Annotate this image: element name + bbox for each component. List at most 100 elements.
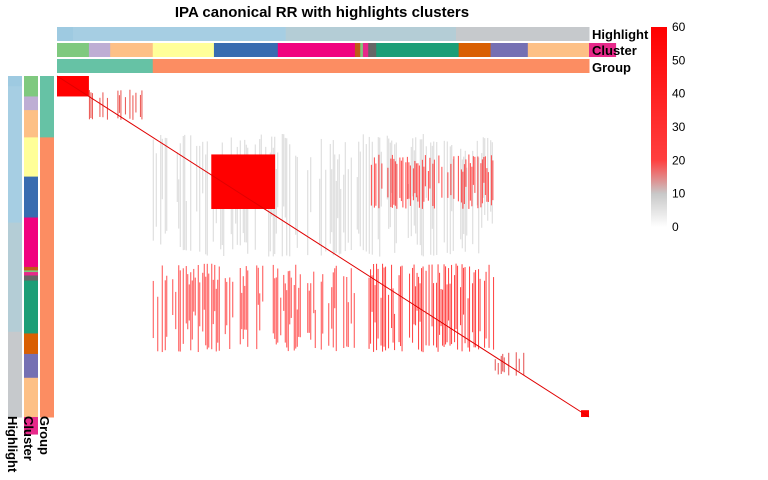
heatmap-cell-stripe [391, 154, 393, 208]
heatmap-cell-stripe [244, 285, 246, 330]
heatmap-cell-stripe [480, 163, 482, 208]
heatmap-cell-stripe [391, 140, 393, 193]
heatmap-cell-stripe [185, 266, 187, 324]
heatmap-cell-stripe [374, 285, 376, 323]
heatmap-cell-stripe [432, 163, 434, 206]
heatmap-cell-stripe [257, 267, 259, 305]
heatmap-cell-stripe [472, 156, 474, 185]
heatmap-cell-stripe [410, 146, 412, 237]
heatmap-cell-stripe [185, 201, 187, 251]
heatmap-cell-stripe [187, 274, 189, 330]
heatmap-cell-stripe [412, 168, 414, 201]
heatmap-cell-stripe [380, 151, 382, 207]
row-annotation-cluster-segment [24, 272, 38, 276]
heatmap-cell-stripe [476, 140, 478, 206]
heatmap-cell-stripe [88, 90, 90, 120]
heatmap-cell-stripe [347, 169, 349, 243]
heatmap-cell-stripe [371, 275, 373, 312]
heatmap-cell-stripe [164, 280, 166, 351]
heatmap-cell-stripe [417, 163, 419, 202]
heatmap-cell-stripe [155, 153, 157, 227]
heatmap-cell-stripe [455, 263, 457, 330]
heatmap-cell-stripe [469, 163, 471, 201]
column-annotations [57, 27, 617, 73]
heatmap-cell-stripe [423, 166, 425, 202]
heatmap-cell-stripe [117, 90, 119, 119]
heatmap-cell-stripe [350, 268, 352, 324]
heatmap-cell-stripe [334, 268, 336, 309]
heatmap-cell-stripe [523, 352, 525, 376]
heatmap-cell-stripe [484, 138, 486, 215]
heatmap-cell-stripe [320, 138, 322, 256]
heatmap-cell-stripe [390, 158, 392, 208]
heatmap-cell-stripe [474, 156, 476, 193]
heatmap-cell-stripe [211, 263, 213, 350]
heatmap-cell-stripe [408, 162, 410, 199]
heatmap-cell-stripe [427, 171, 429, 201]
heatmap-cell-stripe [497, 362, 499, 375]
heatmap-cell-stripe [373, 157, 375, 208]
heatmap-cell-stripe [284, 283, 286, 343]
colorbar-tick-label: 20 [672, 153, 686, 167]
heatmap-cell-stripe [396, 163, 398, 209]
heatmap-cell-stripe [373, 264, 375, 352]
heatmap-cell-stripe [310, 283, 312, 340]
heatmap-cell-stripe [247, 270, 249, 347]
column-annotation-cluster-segment [354, 43, 361, 57]
row-annotations [8, 76, 54, 435]
heatmap-cell-stripe [436, 142, 438, 255]
heatmap-cell-stripe [436, 282, 438, 348]
heatmap-cell-stripe [453, 156, 455, 199]
row-annotation-cluster-segment [24, 137, 38, 178]
heatmap-cell-stripe [472, 283, 474, 333]
heatmap-cell-stripe [400, 266, 402, 347]
heatmap-cell-stripe [460, 169, 462, 203]
row-annotation-group-segment [40, 76, 54, 138]
column-annotation-cluster-segment [527, 43, 590, 57]
heatmap-block [370, 154, 494, 209]
heatmap-cell-stripe [338, 154, 340, 255]
heatmap-cell-stripe [284, 137, 286, 218]
heatmap-cell-stripe [229, 277, 231, 350]
heatmap-cell-stripe [448, 268, 450, 321]
heatmap-cell-stripe [370, 269, 372, 344]
row-annotation-label-highlight: Highlight [5, 416, 20, 473]
heatmap-cell-stripe [281, 134, 283, 257]
heatmap-cell-stripe [460, 287, 462, 326]
heatmap-cell-stripe [451, 145, 453, 212]
heatmap-cell-stripe [332, 272, 334, 348]
heatmap-cell-stripe [385, 266, 387, 351]
heatmap-cell-stripe [414, 160, 416, 194]
heatmap-cell-stripe [202, 272, 204, 332]
heatmap-cell-stripe [91, 93, 93, 120]
colorbar-tick-label: 0 [672, 220, 679, 234]
colorbar-ticks: 60 50 40 30 20 10 0 [672, 20, 686, 234]
heatmap-cell-stripe [481, 159, 483, 204]
heatmap-cell-stripe [218, 266, 220, 351]
heatmap-cell-stripe [433, 283, 435, 346]
heatmap-cell-stripe [120, 90, 122, 120]
heatmap-cell-stripe [286, 138, 288, 256]
heatmap-cell-stripe [488, 264, 490, 348]
heatmap-cell-stripe [217, 279, 219, 343]
heatmap-cell-stripe [176, 152, 178, 202]
column-annotation-highlight-segment [456, 27, 590, 41]
heatmap-cell-stripe [343, 174, 345, 233]
heatmap-cell-stripe [371, 141, 373, 255]
heatmap-cell-stripe [450, 163, 452, 196]
heatmap-cell-stripe [135, 92, 137, 113]
heatmap-cell-stripe [118, 95, 120, 113]
column-annotation-label-cluster: Cluster [592, 43, 637, 58]
heatmap-cell-stripe [418, 276, 420, 350]
row-annotation-highlight-segment [8, 222, 22, 333]
heatmap-cell-stripe [490, 155, 492, 206]
heatmap-cell-stripe [438, 155, 440, 184]
column-annotation-group-segment [57, 59, 154, 73]
heatmap-cell-stripe [479, 278, 481, 332]
heatmap-cell-stripe [461, 159, 463, 249]
heatmap-cell-stripe [429, 157, 431, 189]
row-annotation-cluster-segment [24, 353, 38, 379]
heatmap-cell-stripe [152, 280, 154, 339]
heatmap-cell-stripe [412, 138, 414, 197]
heatmap-cell-stripe [451, 264, 453, 345]
